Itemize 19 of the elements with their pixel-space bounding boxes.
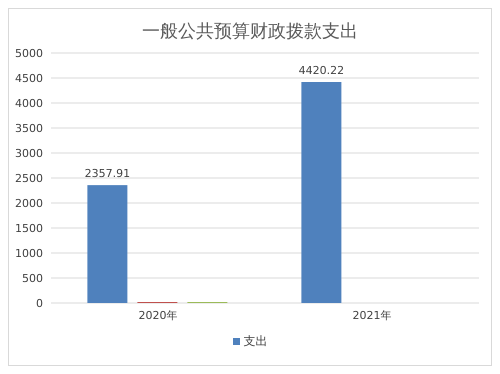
y-tick-label: 2500 [15, 172, 43, 185]
bar [87, 185, 128, 303]
y-tick-label: 3000 [15, 146, 43, 160]
x-tick-label: 2020年 [138, 308, 178, 322]
y-tick-label: 2000 [15, 196, 43, 210]
y-tick-label: 1000 [15, 246, 43, 260]
y-tick-label: 4500 [15, 72, 43, 85]
y-tick-label: 3500 [15, 122, 43, 135]
text: 4420.22 [298, 64, 344, 77]
y-tick-label: 1500 [15, 222, 43, 235]
chart-title: 一般公共预算财政拨款支出 [141, 20, 359, 43]
x-tick-label: 2021年 [352, 308, 392, 322]
y-tick-label: 0 [36, 296, 43, 310]
legend-label: 支出 [242, 333, 268, 350]
bar [301, 82, 342, 303]
y-tick-label: 5000 [15, 46, 43, 60]
y-tick-label: 4000 [15, 96, 43, 110]
y-tick-label: 500 [22, 272, 43, 285]
text: 2357.91 [84, 167, 130, 180]
